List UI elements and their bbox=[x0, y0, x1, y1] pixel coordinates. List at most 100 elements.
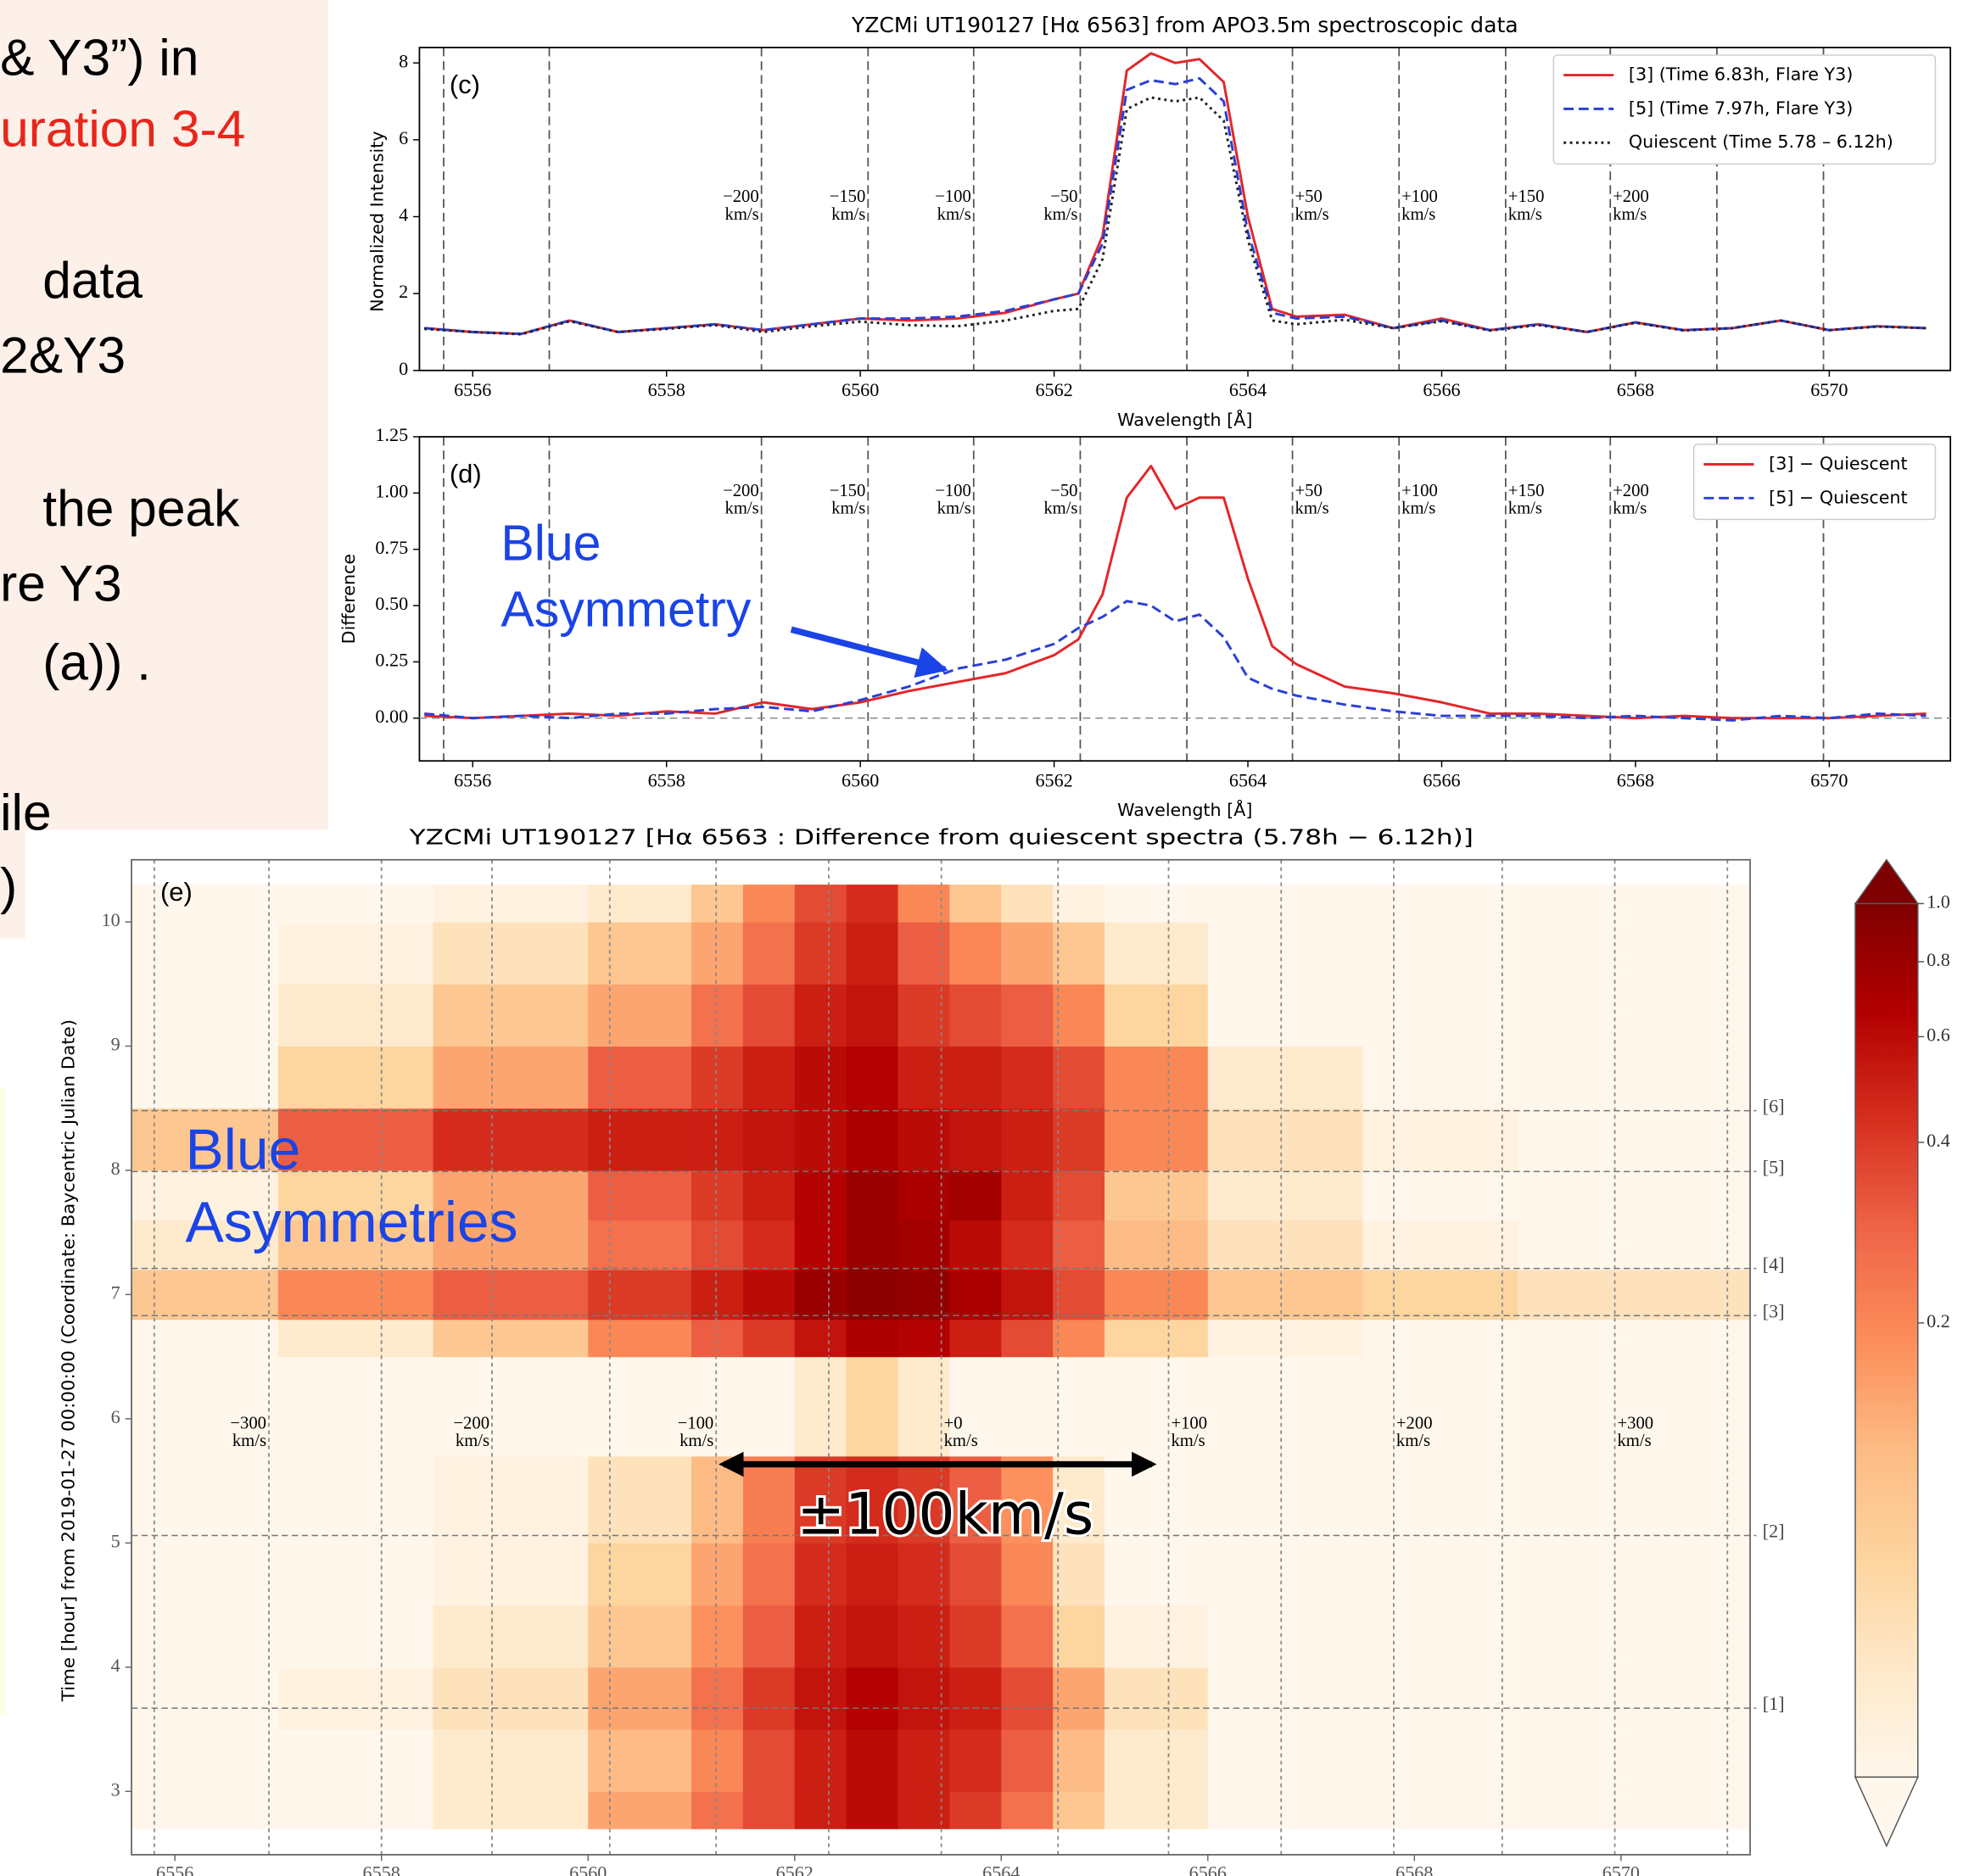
slide-text: the peak bbox=[42, 479, 240, 537]
heatmap-cell bbox=[588, 1319, 692, 1358]
chart-title: YZCMi UT190127 [Hα 6563] from APO3.5m sp… bbox=[851, 13, 1518, 37]
heatmap-cell bbox=[846, 1270, 899, 1320]
heatmap-cell bbox=[691, 885, 744, 923]
x-tick-label: 6562 bbox=[1035, 379, 1072, 400]
slide-text: (a)) . bbox=[42, 633, 151, 690]
y-tick-label: 2 bbox=[399, 281, 408, 302]
velocity-label: −150 km/s bbox=[830, 187, 866, 224]
heatmap-cell bbox=[1001, 1543, 1054, 1606]
heatmap-cell bbox=[742, 984, 796, 1047]
velocity-label-line: km/s bbox=[1613, 205, 1647, 224]
velocity-label: −200 km/s bbox=[453, 1414, 489, 1450]
x-tick-label: 6570 bbox=[1810, 769, 1848, 790]
heatmap-cell bbox=[1053, 922, 1105, 985]
heatmap-cell bbox=[794, 984, 847, 1047]
velocity-label-line: +100 bbox=[1401, 187, 1438, 206]
heatmap-cell bbox=[846, 1543, 899, 1606]
heatmap-cell bbox=[433, 1455, 589, 1544]
heatmap-cell bbox=[131, 1220, 279, 1270]
heatmap-cell bbox=[588, 1356, 692, 1457]
velocity-label-line: +50 bbox=[1295, 187, 1323, 206]
legend-box bbox=[1692, 444, 1937, 521]
colorbar bbox=[1854, 902, 1919, 1778]
text-box bbox=[0, 1088, 7, 1715]
heatmap-cell bbox=[898, 1170, 950, 1221]
annotation: Asymmetries bbox=[185, 1191, 517, 1254]
y-tick-label: 0.75 bbox=[375, 537, 408, 558]
x-tick-label: 6566 bbox=[1189, 1862, 1227, 1876]
heatmap-cell bbox=[588, 1543, 692, 1606]
annotation-arrow bbox=[790, 626, 948, 678]
heatmap-cell bbox=[131, 1455, 279, 1544]
x-tick-label: 6566 bbox=[1423, 769, 1460, 790]
y-tick-label: 5 bbox=[111, 1530, 120, 1551]
heatmap-cell bbox=[433, 922, 589, 985]
velocity-label: −300 km/s bbox=[230, 1414, 266, 1450]
heatmap-cell bbox=[742, 1170, 796, 1221]
series-line bbox=[424, 76, 1927, 336]
y-tick-label: 10 bbox=[102, 909, 120, 930]
time-marker-label: [4] bbox=[1763, 1253, 1785, 1275]
heatmap-cell bbox=[588, 984, 692, 1047]
heatmap-cell bbox=[846, 922, 899, 985]
x-tick-label: 6556 bbox=[454, 769, 491, 790]
plot-frame bbox=[418, 47, 1952, 371]
time-marker-label: [6] bbox=[1763, 1096, 1785, 1117]
heatmap-cell bbox=[1105, 885, 1209, 923]
heatmap-cell bbox=[588, 1605, 692, 1668]
y-tick-label: 0.25 bbox=[375, 649, 408, 670]
slide-text: uration 3-4 bbox=[0, 100, 245, 158]
velocity-label-line: +0 bbox=[944, 1414, 963, 1432]
heatmap-cell bbox=[949, 1170, 1002, 1221]
heatmap-cell bbox=[131, 1270, 279, 1320]
heatmap-cell bbox=[898, 1791, 950, 1829]
heatmap-cell bbox=[1207, 1667, 1364, 1730]
heatmap-cell bbox=[949, 1270, 1002, 1320]
heatmap-cell bbox=[1362, 1220, 1518, 1270]
heatmap-cell bbox=[1053, 1728, 1105, 1792]
heatmap-cell bbox=[1001, 1605, 1054, 1668]
velocity-label-line: km/s bbox=[1401, 205, 1435, 224]
heatmap-cell bbox=[691, 1791, 744, 1829]
heatmap-cell bbox=[1001, 1046, 1054, 1109]
heatmap-cell bbox=[846, 1220, 899, 1270]
heatmap-cell bbox=[588, 1728, 692, 1792]
heatmap-cell bbox=[742, 1605, 796, 1668]
heatmap-cell bbox=[1053, 1791, 1105, 1829]
heatmap-cell bbox=[588, 1270, 692, 1320]
heatmap-cell bbox=[949, 885, 1002, 923]
heatmap-cell bbox=[898, 1356, 950, 1457]
heatmap-cell bbox=[1001, 1319, 1054, 1358]
velocity-label-line: −200 bbox=[723, 187, 759, 206]
heatmap-cell bbox=[1053, 984, 1105, 1047]
heatmap-cell bbox=[277, 1605, 434, 1668]
heatmap-cell bbox=[742, 922, 796, 985]
heatmap-cell bbox=[1362, 1667, 1518, 1730]
slide-text: data bbox=[42, 251, 143, 309]
velocity-label-line: km/s bbox=[944, 1432, 978, 1450]
heatmap-cell bbox=[1518, 922, 1751, 985]
heatmap-cell bbox=[742, 1728, 796, 1792]
heatmap-cell bbox=[433, 1605, 589, 1668]
heatmap-cell bbox=[794, 1791, 847, 1829]
colorbar-tick-label: 0.8 bbox=[1927, 949, 1950, 970]
velocity-label-line: −100 bbox=[935, 187, 971, 206]
legend-label: Quiescent (Time 5.78 – 6.12h) bbox=[1629, 131, 1893, 152]
heatmap-cell bbox=[1001, 1220, 1054, 1270]
heatmap-cell bbox=[131, 984, 279, 1047]
heatmap-cell bbox=[277, 1108, 434, 1171]
x-tick-label: 6558 bbox=[648, 379, 685, 400]
y-tick-label: 4 bbox=[399, 204, 408, 226]
heatmap-cell bbox=[1362, 1728, 1518, 1792]
heatmap-cell bbox=[794, 1108, 847, 1171]
heatmap-cell bbox=[588, 1455, 692, 1544]
heatmap-cell bbox=[1001, 1270, 1054, 1320]
velocity-label-line: km/s bbox=[831, 205, 865, 224]
heatmap-cell bbox=[742, 1667, 796, 1730]
heatmap-cell bbox=[742, 1108, 796, 1171]
heatmap-cell bbox=[1105, 1220, 1209, 1270]
heatmap-cell bbox=[742, 1791, 796, 1829]
x-axis-label: Wavelength [Å] bbox=[1117, 408, 1252, 430]
velocity-label: −200 km/s bbox=[723, 187, 759, 224]
